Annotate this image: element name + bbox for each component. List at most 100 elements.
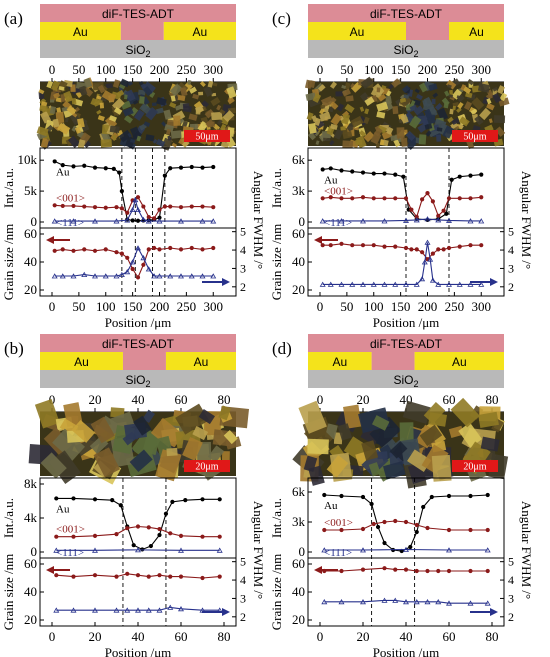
intensity-ylabel: Int./a.u. xyxy=(1,168,16,208)
legend-111: <111> xyxy=(324,547,352,559)
grain xyxy=(112,135,117,141)
grain xyxy=(482,96,489,105)
grain xyxy=(177,94,186,102)
legend-001: <001> xyxy=(324,517,353,529)
grain-point xyxy=(435,598,442,605)
grain xyxy=(218,405,231,421)
intensity-point xyxy=(446,527,452,533)
grain xyxy=(329,106,334,113)
intensity-point xyxy=(178,165,184,170)
arrow-head xyxy=(314,566,322,574)
grain xyxy=(66,105,77,115)
grain xyxy=(359,106,365,112)
grain-point xyxy=(53,607,60,613)
intensity-point xyxy=(328,195,333,200)
grain xyxy=(124,94,128,100)
legend-au: Au xyxy=(56,166,70,178)
channel-gap xyxy=(120,22,164,40)
grain-point xyxy=(403,281,409,287)
grain xyxy=(317,84,326,92)
scale-bar xyxy=(184,130,230,142)
intensity-point xyxy=(485,527,490,533)
grain-point xyxy=(82,247,87,252)
grain-point xyxy=(145,266,152,272)
intensity-point xyxy=(457,196,462,201)
grain xyxy=(161,137,173,151)
intensity-point xyxy=(178,218,184,224)
grain xyxy=(93,100,101,107)
x-tick-label: 20 xyxy=(89,629,102,644)
dif-label: diF-TES-ADT xyxy=(370,337,443,351)
sio2-layer xyxy=(40,370,236,388)
intensity-point xyxy=(118,503,123,508)
grain xyxy=(409,115,422,129)
grain-point xyxy=(446,281,452,287)
top-tick-label: 80 xyxy=(218,392,231,407)
grain xyxy=(34,398,60,429)
grain xyxy=(226,86,237,99)
grain xyxy=(314,117,322,126)
legend-au: Au xyxy=(324,500,338,512)
grain-point xyxy=(414,568,419,574)
grain xyxy=(74,126,82,134)
intensity-point xyxy=(382,519,387,525)
grain-ylabel: Grain size /nm xyxy=(269,224,284,301)
intensity-point xyxy=(146,214,151,220)
intensity-point xyxy=(200,204,205,209)
x-tick-label: 150 xyxy=(123,299,143,314)
grain xyxy=(125,89,136,102)
intensity-point xyxy=(103,166,108,171)
grain xyxy=(173,115,181,126)
intensity-point xyxy=(360,195,366,200)
sio2-layer xyxy=(308,370,504,388)
grain-point xyxy=(125,571,130,576)
grain-point xyxy=(435,281,442,287)
x-tick-label: 60 xyxy=(175,629,188,644)
grain xyxy=(56,107,62,114)
intensity-point xyxy=(350,196,355,201)
intensity-point xyxy=(129,206,136,213)
x-axis-label: Position /μm xyxy=(373,645,440,657)
intensity-point xyxy=(408,544,413,550)
grain-point xyxy=(382,244,387,249)
grain xyxy=(399,422,414,443)
scale-bar-label: 50μm xyxy=(195,132,218,143)
grain-point xyxy=(479,243,484,248)
grain xyxy=(179,87,188,97)
intensity-point xyxy=(409,207,414,212)
intensity-point xyxy=(369,501,374,507)
intensity-series-line xyxy=(322,218,482,222)
intensity-point xyxy=(468,173,473,178)
grain-point xyxy=(188,273,195,279)
grain-point xyxy=(424,598,431,605)
grain xyxy=(142,86,153,97)
grain xyxy=(211,111,223,121)
grain xyxy=(96,95,102,100)
grain xyxy=(343,404,362,429)
legend-001: <001> xyxy=(56,192,85,204)
au-label: Au xyxy=(193,25,208,39)
grain xyxy=(119,78,130,88)
grain-point xyxy=(199,273,206,279)
y-tick-label: 3k xyxy=(292,183,306,198)
grain xyxy=(71,125,78,132)
grain xyxy=(329,101,339,110)
grain-point xyxy=(156,607,163,613)
grain xyxy=(188,113,198,121)
grain xyxy=(376,451,388,460)
grain xyxy=(198,91,204,96)
grain-point xyxy=(436,247,441,252)
y-tick-label: 20 xyxy=(292,282,305,297)
x-tick-label: 50 xyxy=(72,299,85,314)
intensity-point xyxy=(424,216,431,222)
au-label: Au xyxy=(73,25,88,39)
grain xyxy=(96,109,102,115)
grain xyxy=(342,130,353,140)
grain-point xyxy=(349,281,356,287)
grain xyxy=(335,91,343,97)
intensity-frame xyxy=(39,147,237,229)
grain-point xyxy=(92,607,98,613)
intensity-point xyxy=(92,165,98,170)
grain xyxy=(364,96,375,106)
grain xyxy=(58,85,65,91)
